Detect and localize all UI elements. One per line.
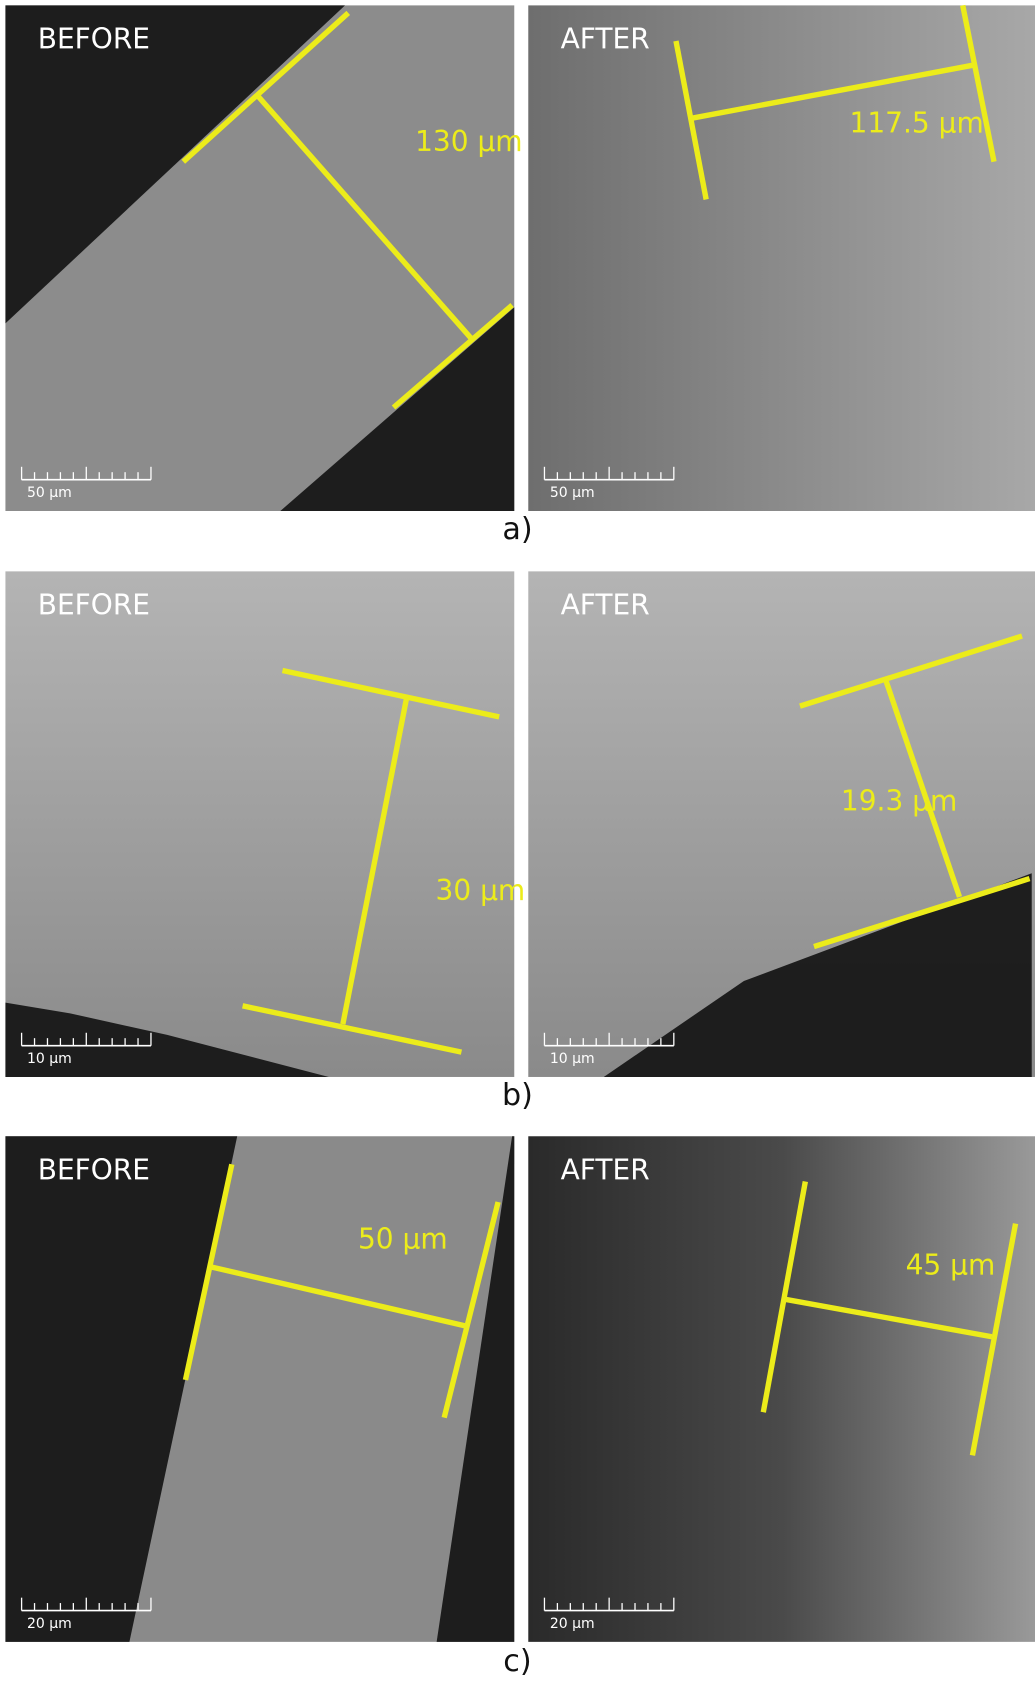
image-tag: BEFORE <box>38 588 150 621</box>
scale-bar-label: 20 μm <box>550 1616 595 1632</box>
page: BEFORE130 μm50 μmAFTER117.5 μm50 μma)BEF… <box>0 0 1035 1699</box>
sem-image: BEFORE 50 μm 20 μm <box>5 1136 514 1642</box>
image-tag: BEFORE <box>38 1153 150 1186</box>
image-background <box>528 5 1035 511</box>
sem-image: AFTER 19.3 μm 10 μm <box>528 571 1035 1077</box>
measurement-label: 117.5 μm <box>850 107 984 140</box>
panel-label: a) <box>502 512 532 547</box>
scale-bar-label: 10 μm <box>27 1051 72 1067</box>
image-background <box>5 571 514 1077</box>
sem-image: AFTER 117.5 μm 50 μm <box>528 5 1035 511</box>
sem-image: BEFORE 30 μm 10 μm <box>5 571 525 1077</box>
measurement-label: 45 μm <box>906 1248 996 1281</box>
image-tag: AFTER <box>561 588 650 621</box>
sem-image: BEFORE 130 μm 50 μm <box>5 5 522 511</box>
image-tag: AFTER <box>561 23 650 56</box>
image-tag: BEFORE <box>38 23 150 56</box>
image-background <box>528 1136 1035 1642</box>
scale-bar-label: 50 μm <box>550 485 595 501</box>
panel-label: b) <box>502 1078 533 1113</box>
measurement-label: 130 μm <box>415 125 522 158</box>
scale-bar-label: 50 μm <box>27 485 72 501</box>
scale-bar-label: 20 μm <box>27 1616 72 1632</box>
measurement-label: 19.3 μm <box>841 785 957 818</box>
sem-image: AFTER 45 μm 20 μm <box>528 1136 1035 1642</box>
figure: BEFORE130 μm50 μmAFTER117.5 μm50 μma)BEF… <box>0 0 1035 1699</box>
scale-bar-label: 10 μm <box>550 1051 595 1067</box>
panel-label: c) <box>503 1644 531 1679</box>
image-tag: AFTER <box>561 1153 650 1186</box>
measurement-label: 30 μm <box>436 874 526 907</box>
measurement-label: 50 μm <box>358 1222 448 1255</box>
